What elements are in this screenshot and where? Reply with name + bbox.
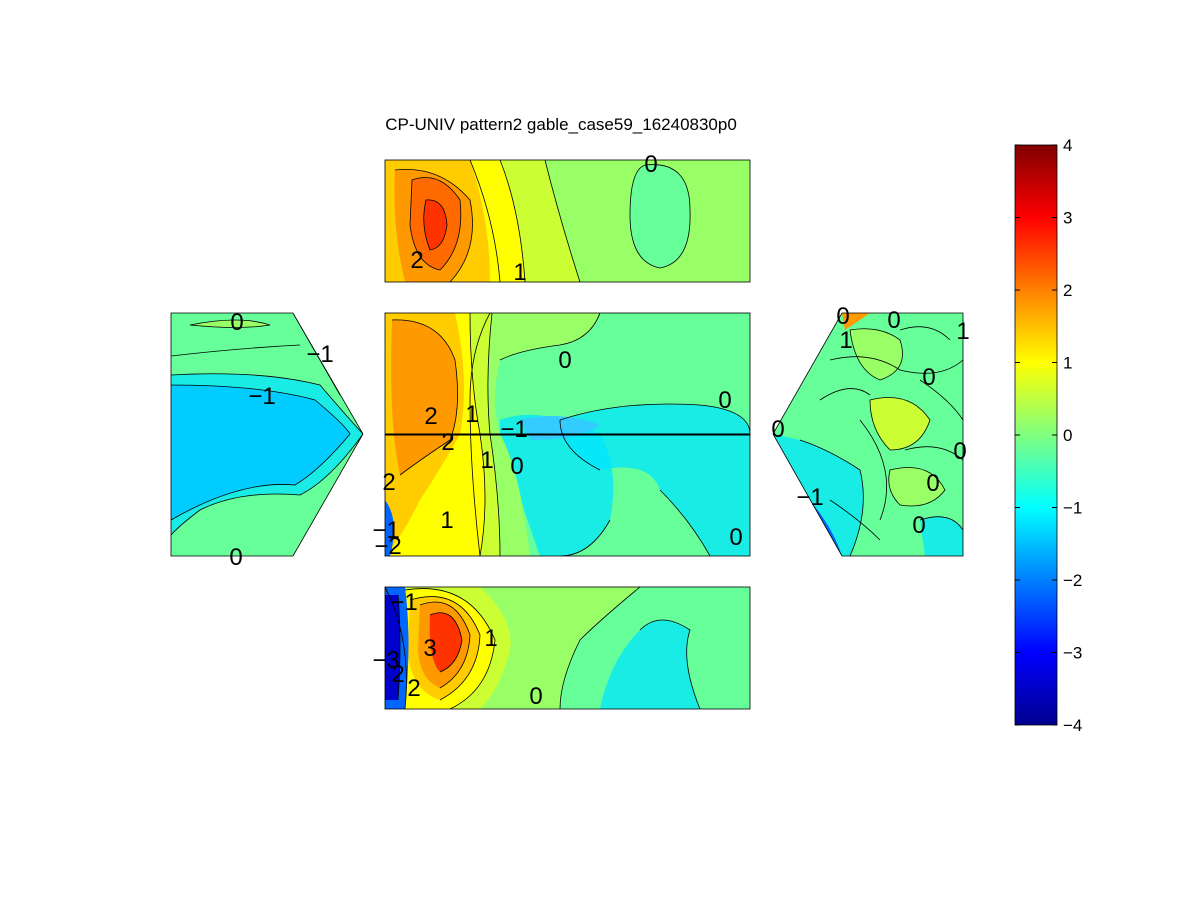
contour-label-right-gable: 1 (956, 318, 969, 345)
right-cyan-corner (920, 516, 963, 556)
colorbar-tick-label: 2 (1063, 281, 1072, 300)
panel-center-face (385, 313, 750, 556)
top-band-red (423, 199, 447, 250)
contour-label-center-face: 1 (465, 401, 478, 428)
left-deep-cyan (171, 385, 350, 520)
center-band-orange (391, 319, 458, 475)
bottom-cyan-region (600, 620, 700, 709)
bottom-band-deep-blue (385, 595, 400, 700)
contour-label-top-face: 2 (410, 247, 423, 274)
contour-label-center-face: 0 (729, 524, 742, 551)
contour-label-left-gable: −1 (306, 341, 333, 368)
colorbar (1015, 145, 1057, 725)
colorbar-tick-label: −4 (1063, 716, 1082, 735)
contour-label-center-face: 1 (480, 447, 493, 474)
contour-label-center-face: −2 (374, 533, 401, 560)
colorbar-tick-label: −1 (1063, 499, 1082, 518)
contour-label-top-face: 1 (513, 259, 526, 286)
right-frame (772, 312, 964, 557)
top-contour-lines (394, 160, 691, 282)
contour-label-bottom-face: 3 (423, 635, 436, 662)
center-cyan-region (560, 404, 750, 556)
center-contour-lines (391, 313, 750, 556)
panel-right-gable (773, 313, 963, 556)
chart-title: CP-UNIV pattern2 gable_case59_16240830p0 (385, 115, 737, 134)
contour-label-bottom-face: 1 (484, 625, 497, 652)
contour-label-center-face: 0 (718, 387, 731, 414)
contour-label-center-face: 2 (424, 403, 437, 430)
contour-label-top-face: 0 (644, 151, 657, 178)
contour-label-bottom-face: 0 (529, 683, 542, 710)
contour-label-left-gable: −1 (248, 383, 275, 410)
contour-label-bottom-face: 2 (407, 675, 420, 702)
contour-label-right-gable: 0 (953, 438, 966, 465)
left-frame (170, 312, 364, 557)
panel-bottom-face (385, 587, 750, 709)
right-island-1 (850, 328, 903, 380)
center-band-green (470, 313, 600, 556)
contour-label-center-face: −1 (500, 416, 527, 443)
contour-label-right-gable: 1 (839, 327, 852, 354)
contour-label-bottom-face: −1 (390, 589, 417, 616)
contour-label-right-gable: 0 (771, 416, 784, 443)
center-cyan-region-2 (500, 414, 614, 556)
bottom-band-green (470, 587, 640, 709)
right-orange-tip (842, 313, 870, 330)
panel-top-face (385, 160, 750, 282)
colorbar-tick-label: −2 (1063, 571, 1082, 590)
contour-label-center-face: 2 (441, 429, 454, 456)
top-frame (384, 159, 751, 283)
contour-label-right-gable: −1 (796, 484, 823, 511)
contour-label-right-gable: 0 (912, 512, 925, 539)
panel-left-gable (171, 313, 363, 556)
colorbar-tick-label: 1 (1063, 354, 1072, 373)
contour-label-center-face: 0 (510, 453, 523, 480)
bottom-band-red (429, 612, 462, 672)
contour-label-right-gable: 0 (926, 470, 939, 497)
bottom-contour-lines (385, 587, 701, 709)
center-frame (384, 312, 751, 557)
right-island-3 (888, 467, 945, 506)
contour-label-center-face: 2 (382, 469, 395, 496)
colorbar-ticks: 4 3 2 1 0 −1 −2 −3 −4 (1015, 136, 1082, 735)
contour-label-right-gable: 0 (887, 307, 900, 334)
colorbar-tick-label: −3 (1063, 644, 1082, 663)
colorbar-tick-label: 0 (1063, 426, 1072, 445)
contour-label-center-face: 0 (558, 347, 571, 374)
contour-label-left-gable: 0 (229, 544, 242, 571)
contour-label-bottom-face: −3 (372, 647, 399, 674)
contour-label-center-face: −1 (372, 517, 399, 544)
contour-label-right-gable: 0 (836, 303, 849, 330)
top-zero-island (630, 164, 691, 268)
right-contour-lines (799, 326, 963, 556)
contour-label-center-face: 1 (440, 507, 453, 534)
center-blue-corner (385, 500, 394, 556)
right-cyan-region (773, 434, 864, 556)
contour-label-right-gable: 0 (922, 364, 935, 391)
contour-label-left-gable: 0 (230, 309, 243, 336)
colorbar-tick-label: 4 (1063, 136, 1072, 155)
right-island-2 (870, 397, 930, 450)
bottom-frame (384, 586, 751, 710)
contour-label-bottom-face: 2 (391, 661, 404, 688)
colorbar-tick-label: 3 (1063, 209, 1072, 228)
